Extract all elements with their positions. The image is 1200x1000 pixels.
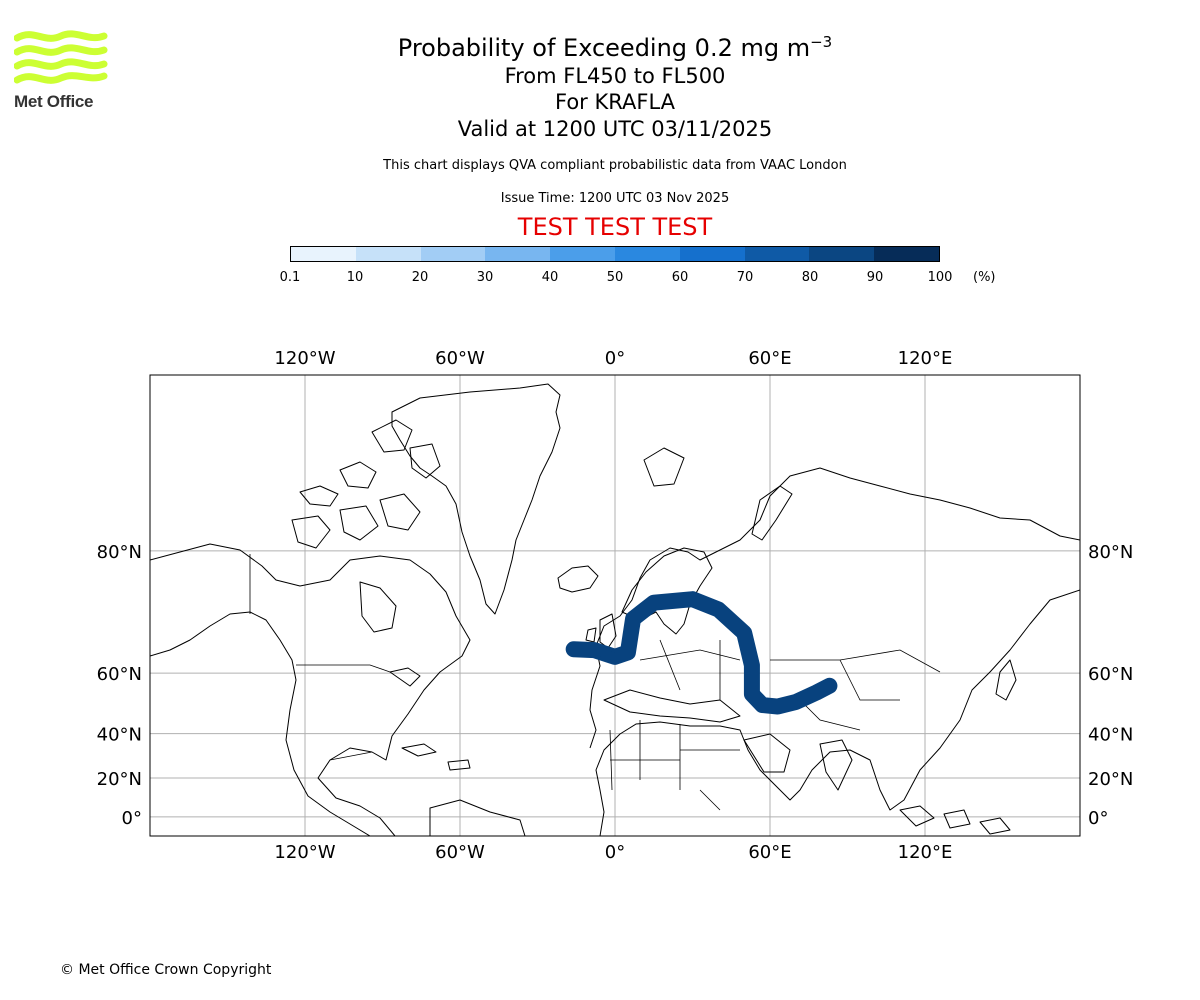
colorbar-tick-label: 10: [346, 270, 364, 285]
arctic-islands-coast: [291, 419, 441, 549]
svalbard-coast: [643, 447, 793, 541]
south-america-coast: [429, 799, 526, 836]
map-frame: [149, 374, 1081, 837]
arabia-india-coast: [743, 733, 853, 791]
japan-coast: [995, 659, 1017, 701]
volcano-name: For KRAFLA: [555, 90, 675, 114]
plume-core-source: [569, 645, 619, 661]
latitude-label: 60°N: [1088, 664, 1133, 685]
colorbar-segment: [420, 247, 486, 261]
colorbar: [290, 246, 940, 262]
british-isles-coast: [585, 613, 617, 649]
colorbar-segment: [485, 247, 551, 261]
longitude-label: 60°W: [435, 842, 485, 860]
plume-probability-area: [565, 591, 838, 715]
colorbar-segment: [679, 247, 745, 261]
longitude-label: 0°: [605, 348, 625, 369]
latitude-labels-right: 80°N 60°N 40°N 20°N 0°: [1088, 542, 1133, 829]
valid-time: Valid at 1200 UTC 03/11/2025: [457, 117, 773, 141]
canada-us-border: [249, 554, 391, 761]
issue-time: Issue Time: 1200 UTC 03 Nov 2025: [500, 191, 730, 206]
latitude-label: 0°: [122, 808, 142, 829]
copyright: © Met Office Crown Copyright: [60, 962, 272, 978]
greenland-coast: [391, 383, 561, 615]
colorbar-segment: [744, 247, 810, 261]
logo-text: Met Office: [14, 92, 94, 111]
colorbar-tick-label: 30: [476, 270, 494, 285]
longitude-label: 60°E: [748, 348, 791, 369]
colorbar-segment: [291, 247, 356, 261]
longitude-label: 120°E: [898, 348, 953, 369]
colorbar-segment: [809, 247, 875, 261]
colorbar-tick-label: 100: [927, 270, 953, 285]
map-panel: 120°W 60°W 0° 60°E 120°E 120°W 60°W 0° 60°E 120°…: [0, 300, 1200, 864]
colorbar-tick-label: 20: [411, 270, 429, 285]
latitude-label: 80°N: [97, 542, 142, 563]
graticule: [150, 375, 1080, 836]
caribbean-coast: [401, 743, 471, 771]
latitude-label: 40°N: [1088, 725, 1133, 746]
longitude-label: 120°E: [898, 842, 953, 860]
longitude-labels-bottom: 120°W 60°W 0° 60°E 120°E: [274, 842, 953, 863]
ash-plume: [565, 591, 838, 715]
hudson-bay-coast: [359, 581, 397, 633]
longitude-label: 120°W: [274, 348, 335, 369]
colorbar-tick-label: 0.1: [279, 270, 301, 285]
test-banner: TEST TEST TEST: [517, 213, 713, 241]
africa-borders: [609, 720, 740, 811]
latitude-label: 40°N: [97, 725, 142, 746]
met-office-logo: Met Office: [13, 30, 108, 112]
colorbar-unit: (%): [973, 270, 996, 285]
europe-asia-borders: [639, 639, 941, 731]
flight-level-range: From FL450 to FL500: [504, 64, 726, 88]
colorbar-segment: [355, 247, 421, 261]
chart-note: This chart displays QVA compliant probab…: [383, 158, 847, 173]
chart-title: Probability of Exceeding 0.2 mg m−3: [315, 26, 915, 64]
colorbar-segment: [614, 247, 680, 261]
title-main: Probability of Exceeding 0.2 mg m: [397, 34, 811, 62]
latitude-labels-left: 80°N 60°N 40°N 20°N 0°: [97, 542, 142, 829]
latitude-label: 20°N: [97, 769, 142, 790]
colorbar-segment: [550, 247, 615, 261]
latitude-label: 80°N: [1088, 542, 1133, 563]
longitude-labels-top: 120°W 60°W 0° 60°E 120°E: [274, 348, 952, 369]
latitude-label: 0°: [1088, 808, 1108, 829]
colorbar-tick-label: 90: [866, 270, 884, 285]
great-lakes-coast: [389, 667, 421, 687]
north-america-coast: [150, 543, 471, 836]
longitude-label: 60°W: [435, 348, 485, 369]
longitude-label: 120°W: [274, 842, 335, 860]
map-svg: 120°W 60°W 0° 60°E 120°E 120°W 60°W 0° 60°E 120°…: [97, 348, 1134, 863]
longitude-label: 0°: [605, 842, 625, 860]
borders: [249, 554, 941, 811]
colorbar-tick-label: 80: [801, 270, 819, 285]
colorbar-tick-label: 70: [736, 270, 754, 285]
colorbar-tick-label: 60: [671, 270, 689, 285]
coastlines: [150, 383, 1080, 836]
southeast-asia-coast: [899, 805, 1011, 835]
longitude-label: 60°E: [748, 842, 791, 860]
eurasia-africa-coast: [589, 467, 1080, 836]
latitude-label: 60°N: [97, 664, 142, 685]
latitude-label: 20°N: [1088, 769, 1133, 790]
logo-waves-icon: [13, 30, 108, 84]
mediterranean-coast: [603, 689, 741, 723]
title-exponent: −3: [810, 33, 833, 51]
colorbar-tick-label: 50: [606, 270, 624, 285]
colorbar-segment: [874, 247, 939, 261]
colorbar-tick-label: 40: [541, 270, 559, 285]
iceland-coast: [557, 565, 599, 593]
scandinavia-coast: [621, 547, 713, 635]
